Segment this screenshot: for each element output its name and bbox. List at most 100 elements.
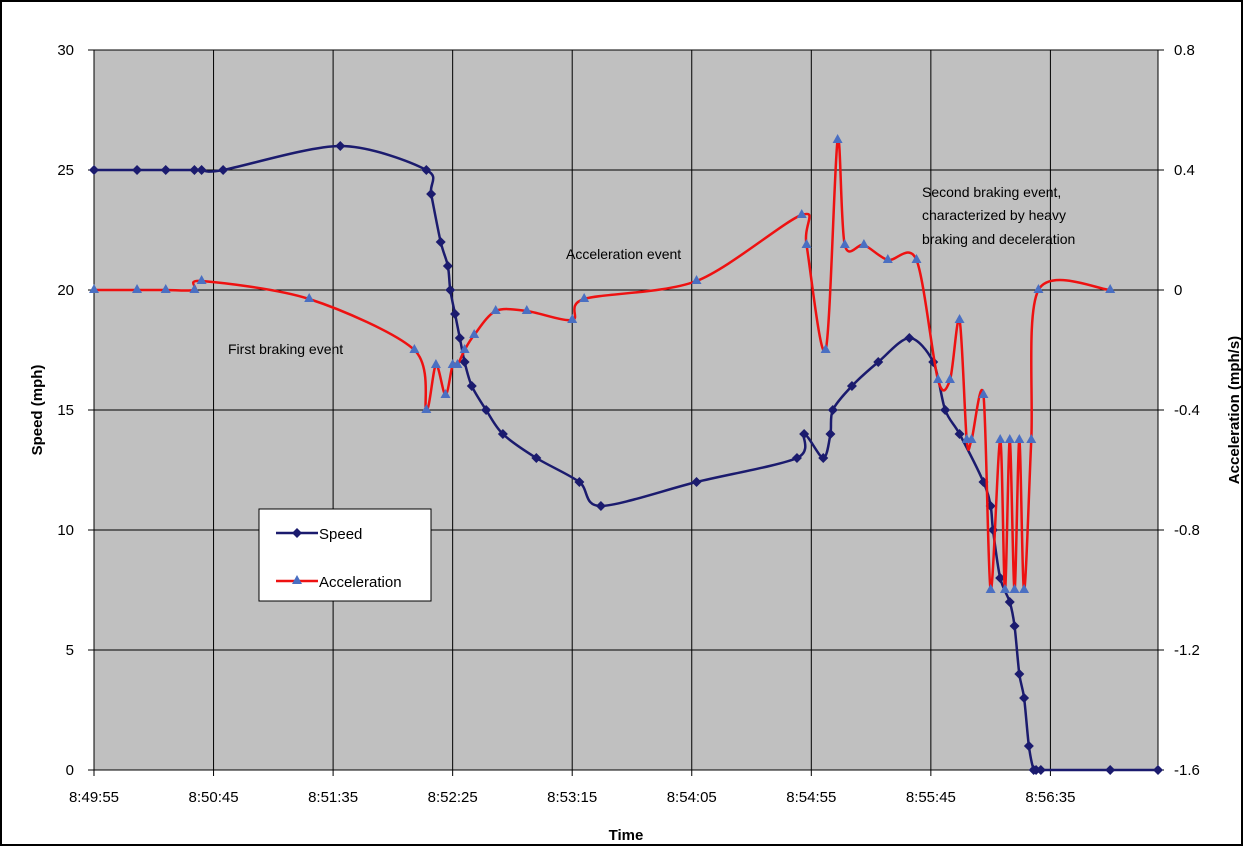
point-acceleration — [1004, 434, 1015, 443]
x-axis: 8:49:55 8:50:45 8:51:35 8:52:25 8:53:15 8:54:… — [69, 770, 1075, 806]
annotation-first-braking: First braking event — [228, 341, 343, 357]
point-acceleration — [882, 254, 893, 263]
point-speed — [954, 429, 965, 439]
x-tick-label: 8:50:45 — [189, 789, 239, 806]
x-tick-label: 8:54:05 — [667, 789, 717, 806]
point-speed — [450, 309, 461, 319]
series-layer — [89, 134, 1163, 775]
point-speed — [995, 573, 1006, 583]
point-acceleration — [579, 293, 590, 302]
point-acceleration — [132, 284, 143, 293]
point-acceleration — [839, 239, 850, 248]
y2-tick-label: 0.4 — [1174, 162, 1195, 179]
point-speed — [1035, 765, 1046, 775]
point-acceleration — [944, 374, 955, 383]
point-speed — [691, 477, 702, 487]
point-acceleration — [189, 284, 200, 293]
x-tick-label: 8:56:35 — [1025, 789, 1075, 806]
point-acceleration — [954, 314, 965, 323]
annotation-acceleration: Acceleration event — [566, 246, 681, 262]
point-speed — [1004, 597, 1015, 607]
y-tick-label: 15 — [57, 402, 74, 419]
y-tick-label: 30 — [57, 42, 74, 59]
y-tick-label: 5 — [66, 642, 74, 659]
y2-tick-label: -1.6 — [1174, 762, 1200, 779]
point-speed — [218, 165, 229, 175]
point-speed — [445, 285, 456, 295]
y2-tick-label: 0 — [1174, 282, 1182, 299]
point-acceleration — [440, 389, 451, 398]
point-acceleration — [1019, 584, 1030, 593]
point-speed — [1023, 741, 1034, 751]
legend-marker-acceleration — [292, 575, 302, 584]
point-speed — [940, 405, 951, 415]
point-speed — [574, 477, 585, 487]
point-speed — [846, 381, 857, 391]
point-acceleration — [691, 275, 702, 284]
point-speed — [825, 429, 836, 439]
y2-tick-label: -1.2 — [1174, 642, 1200, 659]
x-tick-label: 8:54:55 — [786, 789, 836, 806]
point-acceleration — [1026, 434, 1037, 443]
x-tick-label: 8:51:35 — [308, 789, 358, 806]
point-acceleration — [304, 293, 315, 302]
point-speed — [189, 165, 200, 175]
point-acceleration — [459, 344, 470, 353]
series-line-speed — [94, 144, 1158, 773]
point-speed — [1009, 621, 1020, 631]
x-tick-label: 8:53:15 — [547, 789, 597, 806]
point-acceleration — [1033, 284, 1044, 293]
point-speed — [1014, 669, 1025, 679]
point-speed — [1019, 693, 1030, 703]
point-acceleration — [521, 305, 532, 314]
legend-label-acceleration: Acceleration — [319, 574, 402, 591]
point-acceleration — [995, 434, 1006, 443]
legend-label-speed: Speed — [319, 526, 362, 543]
y-axis-right: -1.6 -1.2 -0.8 -0.4 0 0.4 0.8 — [1158, 42, 1200, 779]
point-acceleration — [933, 374, 944, 383]
point-acceleration — [966, 434, 977, 443]
point-acceleration — [430, 359, 441, 368]
y-axis-title: Speed (mph) — [29, 365, 46, 456]
x-tick-label: 8:49:55 — [69, 789, 119, 806]
point-speed — [1153, 765, 1163, 775]
x-tick-label: 8:52:25 — [428, 789, 478, 806]
point-speed — [531, 453, 542, 463]
point-speed — [435, 237, 446, 247]
point-speed — [196, 165, 207, 175]
x-tick-label: 8:55:45 — [906, 789, 956, 806]
point-acceleration — [1105, 284, 1116, 293]
legend: Speed Acceleration — [258, 508, 432, 602]
point-speed — [481, 405, 492, 415]
point-acceleration — [196, 275, 207, 284]
annotation-second-braking-line3: braking and deceleration — [922, 231, 1075, 247]
point-speed — [873, 357, 884, 367]
y-axis-left: 0 5 10 15 20 25 30 — [57, 42, 94, 779]
point-speed — [1105, 765, 1116, 775]
point-speed — [454, 333, 465, 343]
y2-axis-title: Acceleration (mph/s) — [1226, 336, 1243, 484]
point-acceleration — [832, 134, 843, 143]
legend-box — [258, 508, 432, 602]
point-speed — [466, 381, 477, 391]
point-speed — [160, 165, 171, 175]
point-acceleration — [985, 584, 996, 593]
point-acceleration — [796, 209, 807, 218]
point-acceleration — [1009, 584, 1020, 593]
point-speed — [335, 141, 346, 151]
y-tick-label: 10 — [57, 522, 74, 539]
point-speed — [818, 453, 829, 463]
point-acceleration — [160, 284, 171, 293]
point-acceleration — [409, 344, 420, 353]
point-acceleration — [820, 344, 831, 353]
point-speed — [442, 261, 453, 271]
point-speed — [132, 165, 143, 175]
point-acceleration — [801, 239, 812, 248]
point-speed — [827, 405, 838, 415]
point-speed — [421, 165, 432, 175]
annotation-second-braking-line2: characterized by heavy — [922, 207, 1066, 223]
point-acceleration — [469, 329, 480, 338]
x-axis-title: Time — [609, 827, 644, 844]
